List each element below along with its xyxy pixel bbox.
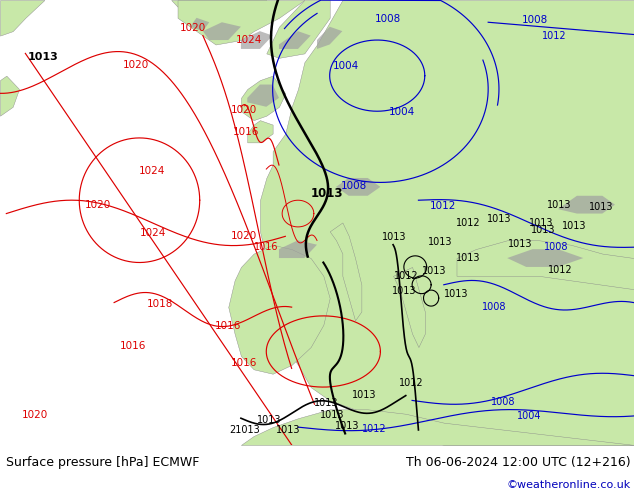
Text: 1008: 1008 [375,14,401,24]
Text: 1024: 1024 [139,228,166,238]
Text: 1008: 1008 [482,302,507,312]
Text: 1016: 1016 [119,341,146,351]
Text: 1013: 1013 [257,416,281,425]
Text: 1008: 1008 [521,15,548,24]
Text: 1012: 1012 [399,378,423,388]
Text: 1013: 1013 [310,187,343,200]
Text: 1013: 1013 [314,398,338,408]
Text: 1016: 1016 [231,358,257,368]
Text: 1004: 1004 [332,61,359,71]
Text: 1013: 1013 [320,410,344,419]
Text: 1013: 1013 [382,232,406,242]
Text: 1013: 1013 [335,421,359,431]
Text: 1004: 1004 [517,412,541,421]
Text: 1013: 1013 [589,202,613,212]
Text: 1020: 1020 [231,231,257,241]
Text: 1020: 1020 [22,410,48,419]
Text: 1012: 1012 [456,218,480,228]
Text: 1008: 1008 [340,180,367,191]
Text: 1020: 1020 [123,59,150,70]
Text: 1004: 1004 [389,107,415,117]
Text: 1016: 1016 [254,242,278,252]
Text: 1024: 1024 [235,35,262,45]
Text: 1013: 1013 [276,425,301,435]
Text: ©weatheronline.co.uk: ©weatheronline.co.uk [507,480,631,490]
Text: 1012: 1012 [548,265,572,274]
Text: 1013: 1013 [429,238,453,247]
Text: Surface pressure [hPa] ECMWF: Surface pressure [hPa] ECMWF [6,456,200,468]
Text: 1013: 1013 [444,289,469,298]
Text: 1008: 1008 [544,242,568,252]
Text: 1018: 1018 [146,299,173,309]
Text: 1012: 1012 [543,30,567,41]
Text: 1020: 1020 [85,199,112,210]
Text: 1013: 1013 [392,286,417,295]
Text: 1013: 1013 [529,219,553,228]
Text: 1008: 1008 [491,397,515,407]
Text: 1016: 1016 [215,320,242,331]
Text: 1013: 1013 [422,267,446,276]
Text: 1013: 1013 [456,253,480,263]
Text: 1013: 1013 [547,199,571,210]
Text: 1012: 1012 [394,271,418,281]
Text: 21013: 21013 [230,425,260,435]
Text: 1020: 1020 [180,23,207,33]
Text: 1012: 1012 [429,201,456,212]
Text: 1013: 1013 [28,52,58,62]
Text: Th 06-06-2024 12:00 UTC (12+216): Th 06-06-2024 12:00 UTC (12+216) [406,456,631,468]
Text: 1013: 1013 [531,224,555,235]
Text: 1013: 1013 [562,220,586,231]
Text: 1020: 1020 [231,105,257,115]
Text: 1012: 1012 [362,424,386,434]
Text: 1013: 1013 [353,390,377,400]
Text: 1016: 1016 [233,127,259,137]
Text: 1013: 1013 [488,214,512,224]
Text: 1024: 1024 [139,166,165,176]
Text: 1013: 1013 [508,239,532,249]
